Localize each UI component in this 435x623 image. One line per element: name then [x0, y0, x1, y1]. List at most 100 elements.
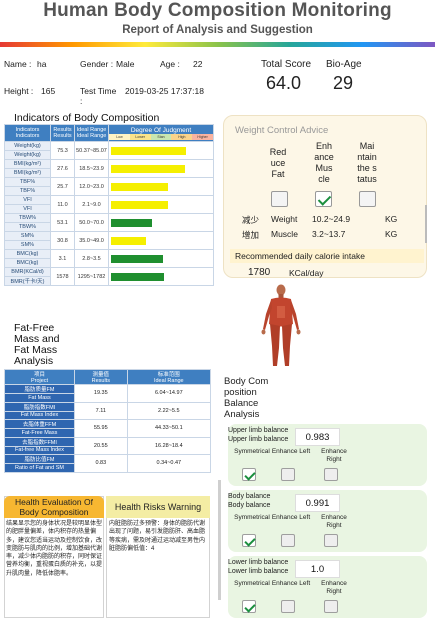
- balance-option-label: Symmetrical: [234, 580, 270, 587]
- height-label: Height :: [4, 86, 34, 96]
- ff-item-en: Fat Mass Index: [4, 410, 75, 420]
- ff-value: 0.83: [74, 454, 128, 473]
- indicator-value: 75.3: [50, 141, 75, 160]
- ff-value: 20.55: [74, 436, 128, 455]
- indicator-range: 18.5~23.9: [74, 159, 109, 178]
- enhance-muscle-checkbox[interactable]: [315, 191, 332, 207]
- indicator-bar: [111, 182, 168, 191]
- ff-item-cn: 去脂体重FFM: [4, 419, 75, 429]
- indicator-range: 35.0~49.0: [74, 231, 109, 250]
- age-label: Age :: [160, 59, 180, 69]
- balance-option-label: Enhance Right: [321, 448, 347, 463]
- balance-label-alt: Upper limb balance: [228, 436, 289, 443]
- ff-value: 7.11: [74, 401, 128, 420]
- scale-standard: Stan: [150, 133, 172, 140]
- body-balance-title: Body Com position Balance Analysis: [224, 376, 269, 420]
- muscle-row-range: 3.2~13.7: [312, 229, 346, 239]
- report-title: Human Body Composition Monitoring: [43, 0, 392, 21]
- balance-option-checkbox[interactable]: [242, 468, 256, 481]
- total-score-label: Total Score: [261, 59, 312, 70]
- indicator-name-alt: TBF%: [4, 186, 51, 196]
- indicator-degree: [108, 159, 214, 178]
- ff-item-cn: 去脂指数FFMI: [4, 436, 75, 447]
- fat-free-row: 脂肪质量FM 19.35 6.04~14.97: [4, 384, 212, 403]
- calorie-label: Recommended daily calorie intake: [230, 249, 424, 263]
- balance-label: Lower limb balance: [228, 559, 289, 566]
- indicator-row: TBW% 53.1 50.0~70.0: [4, 213, 214, 232]
- weight-control-scrollbar[interactable]: [425, 205, 427, 243]
- health-evaluation-text: 结果显示您的身体状况是较明显体型的肥胖量偏差，体内积存的热量偏多，建议您适当运动…: [6, 521, 103, 577]
- ff-range: 16.28~18.4: [126, 436, 212, 455]
- balance-option-checkbox[interactable]: [242, 534, 256, 547]
- indicators-table: Indicators Indicators Results Results Idea…: [4, 124, 214, 286]
- indicator-name-alt: SM%: [4, 240, 51, 250]
- balance-option-checkbox[interactable]: [324, 600, 338, 613]
- indicator-degree: [108, 249, 214, 268]
- total-score-value: 64.0: [266, 73, 302, 93]
- balance-label-alt: Lower limb balance: [228, 568, 289, 575]
- bio-age-label: Bio-Age: [326, 59, 362, 70]
- weight-row-item: Weight: [271, 214, 298, 224]
- indicator-name: BMI(kg/m²): [4, 159, 51, 169]
- indicator-name: TBW%: [4, 213, 51, 223]
- health-risks-text: 内脏脂肪过多预警：身体的脂肪代谢出现了问题，易引发脂肪肝、高血脂等疾病，需及时通…: [109, 521, 206, 552]
- scale-high: High: [171, 133, 193, 140]
- balance-label: Body balance: [228, 493, 271, 500]
- indicator-row: SM% 30.8 35.0~49.0: [4, 231, 214, 250]
- balance-option-checkbox[interactable]: [324, 468, 338, 481]
- indicator-bar: [111, 164, 185, 173]
- fat-free-row: 去脂体重FFM 55.95 44.33~50.1: [4, 419, 212, 438]
- gender-label: Gender :: [80, 59, 114, 69]
- indicator-row: BMR(KCal/d) 1578 1295~1782: [4, 267, 214, 286]
- indicator-value: 11.0: [50, 195, 75, 214]
- indicator-degree: [108, 195, 214, 214]
- indicator-name: BMC(kg): [4, 249, 51, 259]
- balance-label-alt: Body balance: [228, 502, 271, 509]
- indicator-value: 25.7: [50, 177, 75, 196]
- indicator-degree: [108, 213, 214, 232]
- name-value: ha: [37, 59, 47, 69]
- balance-option-checkbox[interactable]: [281, 600, 295, 613]
- ff-value: 19.35: [74, 384, 128, 403]
- indicator-row: VFI 11.0 2.1~9.0: [4, 195, 214, 214]
- ff-range: 0.34~0.47: [126, 454, 212, 473]
- height-value: 165: [41, 86, 56, 96]
- indicator-bar: [111, 218, 152, 227]
- name-label: Name :: [4, 59, 32, 69]
- balance-option-checkbox[interactable]: [281, 468, 295, 481]
- balance-option-checkbox[interactable]: [242, 600, 256, 613]
- ff-range: 2.22~5.5: [126, 401, 212, 420]
- balance-value: 1.0: [295, 560, 340, 578]
- ff-item-en: Fat Mass: [4, 393, 75, 403]
- reduce-fat-checkbox[interactable]: [271, 191, 288, 207]
- health-risks-title: Health Risks Warning: [106, 496, 210, 518]
- indicator-name-alt: BMI(kg/m²): [4, 168, 51, 178]
- test-time-label: Test Time :: [80, 86, 117, 106]
- scale-low: Low: [109, 133, 130, 140]
- indicator-name-alt: TBW%: [4, 222, 51, 232]
- weight-control-title: Weight Control Advice: [235, 125, 329, 136]
- indicator-row: TBF% 25.7 12.0~23.0: [4, 177, 214, 196]
- indicator-name-alt: BMR(千卡/天): [4, 276, 51, 286]
- balance-option-checkbox[interactable]: [324, 534, 338, 547]
- indicator-bar: [111, 272, 164, 281]
- indicator-row: BMI(kg/m²) 27.6 18.5~23.9: [4, 159, 214, 178]
- bio-age-value: 29: [333, 73, 354, 93]
- ff-range: 6.04~14.97: [126, 384, 212, 403]
- body-anatomy-image: [261, 284, 301, 366]
- calorie-unit: KCal/day: [289, 268, 324, 278]
- col-results: Results Results: [50, 124, 75, 142]
- balance-option-checkbox[interactable]: [281, 534, 295, 547]
- indicator-value: 30.8: [50, 231, 75, 250]
- panel-scrollbar[interactable]: [218, 480, 221, 600]
- fat-free-table: 项目 Project 测量值 Results 标准范围 Ideal Range 脂肪质…: [4, 369, 212, 473]
- fat-free-row-sub: Ratio of Fat and SM: [4, 463, 211, 473]
- balance-option-label: Enhance Right: [321, 580, 347, 595]
- scale-lower: Lower: [129, 133, 151, 140]
- indicator-name: SM%: [4, 231, 51, 241]
- indicator-degree: [108, 231, 214, 250]
- balance-option-label: Enhance Left: [271, 448, 311, 455]
- maintain-checkbox[interactable]: [359, 191, 376, 207]
- col-indicators: Indicators Indicators: [4, 124, 51, 142]
- col-ideal-range: Ideal Range Ideal Range: [74, 124, 109, 142]
